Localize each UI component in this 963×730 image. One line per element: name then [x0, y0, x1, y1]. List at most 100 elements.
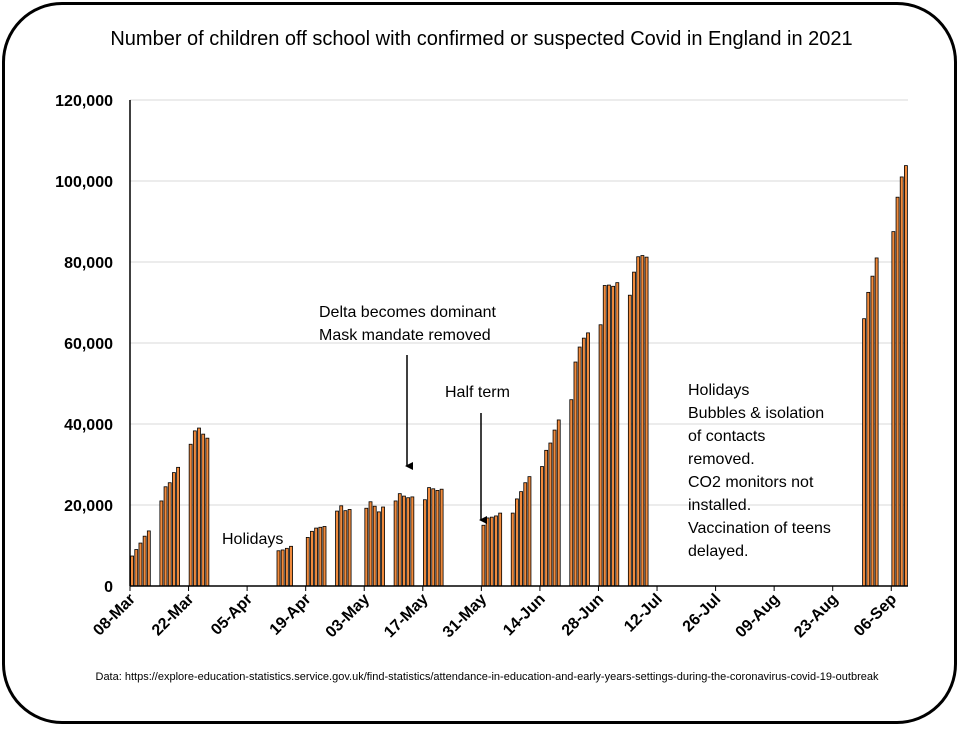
bar: [874, 257, 879, 587]
bar: [142, 535, 147, 587]
bar: [481, 524, 486, 587]
chart-title: Number of children off school with confi…: [110, 28, 853, 50]
bar: [515, 498, 519, 587]
y-tick-label: 40,000: [64, 417, 113, 434]
x-tick-label: 03-May: [323, 591, 373, 641]
bar: [138, 542, 143, 587]
bar: [552, 429, 557, 587]
bar: [314, 527, 319, 587]
bar: [895, 196, 900, 587]
annotation-summer-holidays: Holidays Bubbles & isolation of contacts…: [688, 382, 831, 560]
bar: [866, 291, 871, 587]
bars: [130, 165, 908, 587]
x-tick-label: 17-May: [381, 591, 431, 641]
bar: [627, 294, 632, 587]
y-tick-label: 100,000: [55, 174, 113, 191]
y-tick-label: 60,000: [64, 336, 113, 353]
bar: [205, 437, 210, 587]
bar: [376, 511, 381, 587]
bar: [159, 500, 164, 587]
bar: [540, 466, 544, 587]
bar: [305, 537, 310, 587]
bar: [891, 231, 896, 587]
bar: [280, 549, 285, 587]
bar: [523, 482, 528, 587]
bar: [427, 487, 431, 587]
gridlines: [130, 99, 908, 506]
y-tick-label: 80,000: [64, 255, 113, 272]
annotation-delta-dominant: Delta becomes dominant Mask mandate remo…: [319, 304, 496, 344]
bar: [510, 512, 515, 587]
bar: [410, 496, 415, 587]
x-tick-label: 26-Jul: [680, 591, 725, 636]
bar: [422, 499, 427, 587]
bar: [364, 507, 369, 587]
annotation-arrows: [405, 355, 487, 524]
y-tick-label: 0: [104, 579, 113, 596]
data-source-footnote: Data: https://explore-education-statisti…: [95, 671, 879, 683]
bar: [556, 419, 561, 587]
bar: [577, 346, 582, 587]
bar: [519, 491, 523, 587]
bar: [347, 509, 352, 587]
bar: [201, 433, 206, 587]
bar: [176, 466, 180, 587]
bar: [431, 488, 436, 587]
bar: [904, 165, 908, 587]
bar: [598, 324, 603, 587]
x-tick-label: 09-Aug: [733, 591, 783, 641]
bar: [435, 490, 440, 587]
bar: [393, 500, 398, 587]
bar: [381, 506, 385, 587]
bar: [146, 530, 151, 587]
bar: [397, 493, 402, 587]
bar: [197, 427, 201, 587]
x-tick-label: 12-Jul: [621, 591, 666, 636]
bar: [615, 282, 620, 587]
bar: [134, 549, 139, 587]
bar: [862, 318, 866, 587]
bar: [372, 505, 377, 587]
x-tick-label: 31-May: [440, 591, 490, 641]
bar: [640, 255, 645, 587]
bar: [569, 399, 574, 587]
bar: [188, 443, 193, 587]
x-tick-label: 23-Aug: [791, 591, 841, 641]
x-tick-label: 06-Sep: [851, 591, 900, 640]
bar: [544, 449, 549, 587]
x-tick-label: 14-Jun: [500, 591, 548, 639]
x-tick-label: 19-Apr: [267, 591, 315, 639]
bar: [581, 337, 586, 587]
bar: [322, 526, 327, 587]
y-tick-label: 120,000: [55, 93, 113, 110]
bar: [172, 472, 176, 587]
bar: [167, 482, 172, 587]
bar: [485, 517, 490, 587]
bar: [870, 275, 875, 587]
bar: [899, 176, 904, 587]
annotation-half-term: Half term: [445, 384, 510, 401]
bar: [494, 515, 498, 587]
bar: [289, 545, 293, 587]
bar: [602, 285, 607, 587]
bar: [607, 284, 611, 587]
x-tick-label: 28-Jun: [559, 591, 607, 639]
bar: [368, 501, 373, 587]
bar: [573, 361, 578, 587]
y-tick-label: 20,000: [64, 498, 113, 515]
x-tick-label: 08-Mar: [90, 591, 138, 639]
bar: [339, 505, 344, 587]
bar: [192, 430, 197, 587]
x-tick-label: 22-Mar: [149, 591, 197, 639]
bar: [402, 495, 406, 587]
bar: [439, 488, 444, 587]
bar: [611, 285, 616, 587]
bar: [318, 526, 323, 587]
bar: [527, 476, 532, 587]
annotation-holidays-easter: Holidays: [222, 531, 284, 548]
bar: [310, 530, 314, 587]
bar: [284, 547, 289, 587]
bar: [548, 442, 553, 587]
